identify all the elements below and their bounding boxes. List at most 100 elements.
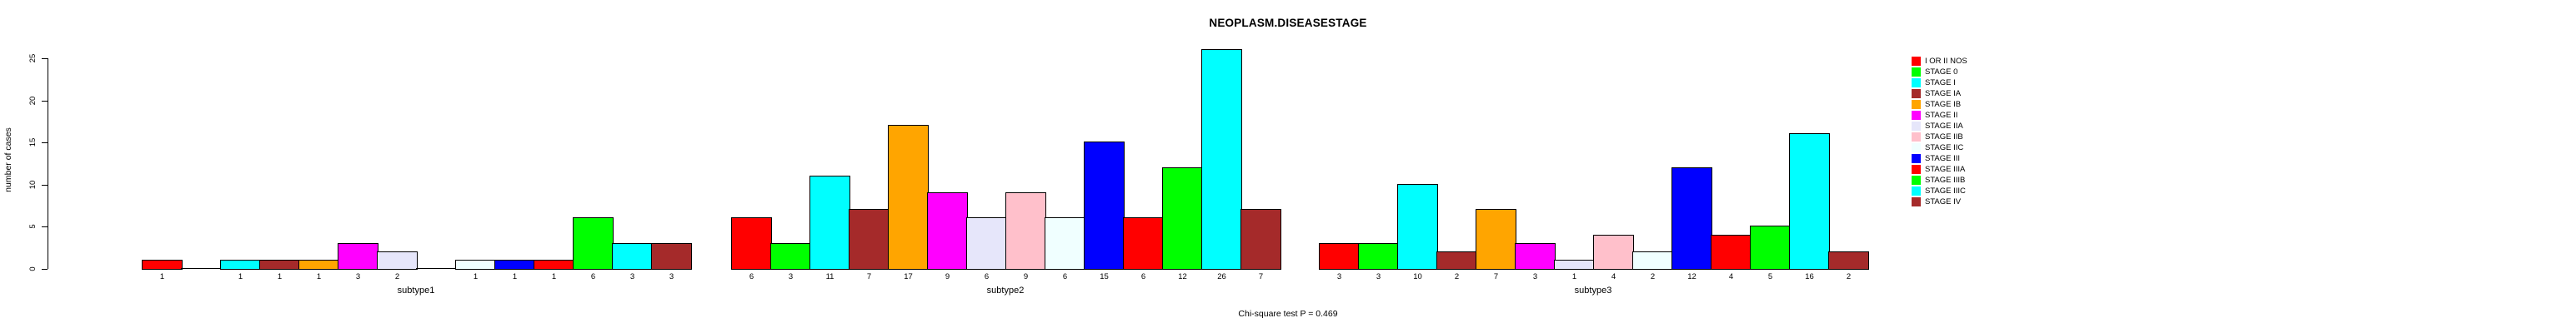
bar-subtype2-stage-ii	[927, 192, 968, 270]
bar-subtype2-stage-0	[770, 243, 811, 270]
y-axis-tick-label: 20	[28, 96, 38, 106]
bar-value-label: 3	[1532, 272, 1538, 281]
bar-value-label: 9	[945, 272, 950, 281]
legend-swatch-stage-iiib	[1912, 176, 1921, 185]
bar-subtype2-stage-iv	[1240, 209, 1281, 270]
bar-value-label: 2	[1454, 272, 1460, 281]
legend-item-label: STAGE IA	[1925, 89, 1962, 98]
legend-item: I OR II NOS	[1912, 56, 1967, 67]
y-axis-tick-label: 0	[28, 266, 38, 271]
legend-item-label: STAGE IIC	[1925, 143, 1964, 152]
legend-item-label: STAGE I	[1925, 78, 1956, 87]
legend-swatch-stage-iii	[1912, 154, 1921, 163]
legend-item-label: STAGE II	[1925, 111, 1958, 120]
bar-value-label: 6	[1062, 272, 1068, 281]
legend-item-label: I OR II NOS	[1925, 57, 1967, 66]
bar-value-label: 6	[984, 272, 990, 281]
legend-swatch-stage-ia	[1912, 89, 1921, 98]
bar-subtype3-stage-iiib	[1750, 226, 1791, 270]
bar-value-label: 17	[904, 272, 913, 281]
legend-item: STAGE IIA	[1912, 121, 1967, 132]
legend-item: STAGE IIIC	[1912, 186, 1967, 196]
bar-subtype1-stage-ia	[259, 260, 300, 270]
legend-item: STAGE IIC	[1912, 142, 1967, 153]
legend-swatch-stage-iiia	[1912, 165, 1921, 174]
bar-value-label: 3	[1336, 272, 1342, 281]
bar-value-label: 4	[1611, 272, 1616, 281]
bar-value-label: 1	[159, 272, 165, 281]
legend-item-label: STAGE IB	[1925, 100, 1962, 109]
legend-swatch-i-or-ii-nos	[1912, 57, 1921, 66]
bar-value-label: 1	[473, 272, 479, 281]
bar-subtype3-stage-ii	[1515, 243, 1556, 270]
bar-value-label: 1	[551, 272, 557, 281]
bar-subtype2-stage-iiic	[1201, 49, 1242, 270]
bar-value-label: 12	[1687, 272, 1696, 281]
bar-subtype1-stage-iia	[377, 251, 418, 270]
legend-item-label: STAGE IIB	[1925, 132, 1963, 142]
bar-subtype3-stage-iii	[1671, 167, 1712, 270]
bar-subtype3-stage-ib	[1476, 209, 1516, 270]
bar-value-label: 3	[669, 272, 674, 281]
bar-subtype3-stage-iia	[1554, 260, 1595, 270]
bar-value-label: 11	[825, 272, 834, 281]
bar-subtype1-stage-iv	[651, 243, 692, 270]
legend-item: STAGE IIIB	[1912, 175, 1967, 186]
bar-value-label: 1	[238, 272, 243, 281]
bar-value-label: 7	[866, 272, 872, 281]
legend-swatch-stage-i	[1912, 78, 1921, 87]
bar-value-label: 6	[1140, 272, 1146, 281]
bar-value-label: 16	[1805, 272, 1814, 281]
bar-value-label: 1	[1571, 272, 1577, 281]
legend-item-label: STAGE IIIA	[1925, 165, 1966, 174]
bar-subtype3-stage-0	[1358, 243, 1399, 270]
bar-subtype2-stage-iib	[1005, 192, 1046, 270]
bar-subtype3-stage-iic	[1632, 251, 1673, 270]
bar-subtype3-stage-iv	[1828, 251, 1869, 270]
bar-subtype3-stage-i	[1397, 184, 1438, 270]
y-axis-tick-label: 10	[28, 180, 38, 190]
x-axis-group-label: subtype2	[986, 286, 1025, 296]
y-axis-title: number of cases	[3, 127, 13, 192]
bar-subtype2-stage-iii	[1084, 142, 1125, 270]
legend-item-label: STAGE IIA	[1925, 122, 1963, 131]
legend-item: STAGE I	[1912, 77, 1967, 88]
chi-square-footnote: Chi-square test P = 0.469	[1238, 309, 1338, 319]
bar-subtype2-stage-ib	[888, 125, 929, 270]
legend-item: STAGE IV	[1912, 196, 1967, 207]
legend-swatch-stage-0	[1912, 67, 1921, 77]
bar-subtype1-stage-ii	[338, 243, 378, 270]
bar-subtype2-stage-iiia	[1123, 217, 1164, 270]
bar-value-label: 1	[316, 272, 322, 281]
y-axis-tick	[42, 269, 48, 270]
bar-subtype3-stage-iiia	[1711, 235, 1752, 270]
bar-subtype1-stage-i	[220, 260, 261, 270]
legend-swatch-stage-ib	[1912, 100, 1921, 109]
bar-subtype1-stage-iii	[494, 260, 535, 270]
bar-value-label: 3	[629, 272, 635, 281]
legend-swatch-stage-ii	[1912, 111, 1921, 120]
x-axis-group-label: subtype3	[1574, 286, 1612, 296]
legend-item-label: STAGE IIIC	[1925, 186, 1966, 196]
bar-value-label: 2	[394, 272, 400, 281]
bar-value-label: 2	[1846, 272, 1852, 281]
bar-value-label: 26	[1217, 272, 1226, 281]
bar-value-label: 10	[1413, 272, 1422, 281]
y-axis-tick-label: 15	[28, 137, 38, 147]
bar-subtype1-stage-iib	[416, 268, 457, 269]
bar-value-label: 6	[590, 272, 596, 281]
legend-item: STAGE II	[1912, 110, 1967, 121]
bar-subtype1-stage-iiic	[612, 243, 653, 270]
bar-value-label: 2	[1650, 272, 1656, 281]
legend-swatch-stage-iib	[1912, 132, 1921, 142]
bar-subtype2-stage-iic	[1045, 217, 1085, 270]
bar-subtype2-stage-ia	[849, 209, 890, 270]
legend-item-label: STAGE 0	[1925, 67, 1958, 77]
bar-value-label: 5	[1767, 272, 1773, 281]
bar-value-label: 1	[512, 272, 518, 281]
bar-value-label: 15	[1100, 272, 1109, 281]
legend-item-label: STAGE IV	[1925, 197, 1962, 206]
chart-title: NEOPLASM.DISEASESTAGE	[1209, 17, 1367, 29]
legend-item-label: STAGE IIIB	[1925, 176, 1966, 185]
